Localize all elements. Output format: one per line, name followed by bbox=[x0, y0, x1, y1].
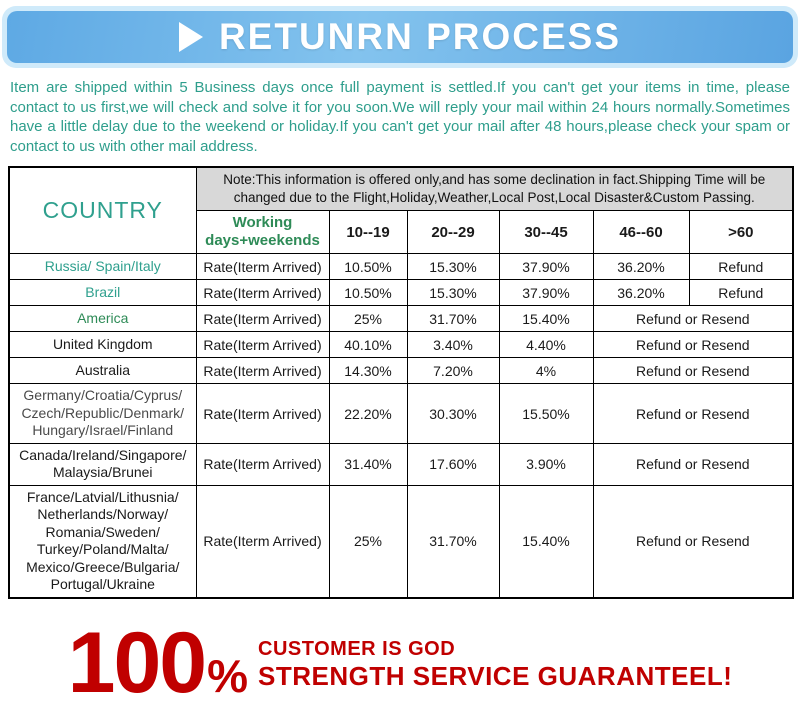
country-name: Brazil bbox=[8, 279, 197, 307]
time-range-header: >60 bbox=[688, 210, 794, 255]
rate-value: 15.40% bbox=[498, 484, 594, 599]
rate-value: 17.60% bbox=[406, 442, 500, 486]
rate-value: Refund bbox=[688, 253, 794, 281]
rate-value: Refund or Resend bbox=[592, 331, 794, 359]
table-row: America Rate(Iterm Arrived) 25% 31.70% 15.40… bbox=[8, 305, 794, 333]
rate-value: 37.90% bbox=[498, 253, 594, 281]
country-name: Russia/ Spain/Italy bbox=[8, 253, 197, 281]
rate-value: 30.30% bbox=[406, 383, 500, 444]
guarantee-text: CUSTOMER IS GOD STRENGTH SERVICE GUARANT… bbox=[258, 638, 732, 692]
rate-label: Rate(Iterm Arrived) bbox=[195, 331, 330, 359]
banner-inner: RETUNRN PROCESS bbox=[7, 11, 793, 63]
table-row: Australia Rate(Iterm Arrived) 14.30% 7.20% 4… bbox=[8, 357, 794, 385]
rate-value: 31.70% bbox=[406, 484, 500, 599]
rate-value: Refund or Resend bbox=[592, 305, 794, 333]
rate-label: Rate(Iterm Arrived) bbox=[195, 279, 330, 307]
rate-value: 3.40% bbox=[406, 331, 500, 359]
rate-value: 15.40% bbox=[498, 305, 594, 333]
table-row: Canada/Ireland/Singapore/ Malaysia/Brune… bbox=[8, 442, 794, 486]
rate-value: 36.20% bbox=[592, 279, 690, 307]
rate-value: Refund bbox=[688, 279, 794, 307]
rate-value: 10.50% bbox=[328, 253, 408, 281]
rate-value: 4% bbox=[498, 357, 594, 385]
rate-value: Refund or Resend bbox=[592, 383, 794, 444]
rate-value: 10.50% bbox=[328, 279, 408, 307]
rate-label: Rate(Iterm Arrived) bbox=[195, 357, 330, 385]
table-header-row-times: Working days+weekends 10--19 20--29 30--45… bbox=[9, 210, 794, 255]
rate-value: Refund or Resend bbox=[592, 357, 794, 385]
rate-value: 15.50% bbox=[498, 383, 594, 444]
customer-is-god-text: CUSTOMER IS GOD bbox=[258, 637, 456, 660]
country-name: France/Latvial/Lithusnia/ Netherlands/No… bbox=[8, 484, 197, 599]
page-title: RETUNRN PROCESS bbox=[218, 16, 622, 57]
play-icon bbox=[178, 22, 203, 52]
strength-service-text: STRENGTH SERVICE GUARANTEEL! bbox=[258, 660, 733, 691]
guarantee-banner: 100 % CUSTOMER IS GOD STRENGTH SERVICE G… bbox=[0, 614, 800, 711]
country-name: Canada/Ireland/Singapore/ Malaysia/Brune… bbox=[8, 442, 197, 486]
rate-value: 36.20% bbox=[592, 253, 690, 281]
working-days-header: Working days+weekends bbox=[195, 210, 330, 255]
rate-value: 25% bbox=[328, 484, 408, 599]
hundred-number: 100 bbox=[67, 614, 207, 711]
table-row: Brazil Rate(Iterm Arrived) 10.50% 15.30% 37.… bbox=[8, 279, 794, 307]
shipping-intro-text: Item are shipped within 5 Business days … bbox=[10, 79, 790, 155]
rate-value: Refund or Resend bbox=[592, 442, 794, 486]
time-range-header: 46--60 bbox=[592, 210, 690, 255]
table-row: Russia/ Spain/Italy Rate(Iterm Arrived) 10… bbox=[8, 253, 794, 281]
banner: RETUNRN PROCESS bbox=[2, 6, 798, 68]
time-range-header: 10--19 bbox=[328, 210, 408, 255]
table-row: France/Latvial/Lithusnia/ Netherlands/No… bbox=[8, 484, 794, 599]
rate-label: Rate(Iterm Arrived) bbox=[195, 484, 330, 599]
rate-value: 22.20% bbox=[328, 383, 408, 444]
country-name: United Kingdom bbox=[8, 331, 197, 359]
time-range-header: 20--29 bbox=[406, 210, 500, 255]
country-name: America bbox=[8, 305, 197, 333]
rate-value: 4.40% bbox=[498, 331, 594, 359]
percent-sign: % bbox=[207, 649, 249, 702]
rate-value: 31.40% bbox=[328, 442, 408, 486]
rate-label: Rate(Iterm Arrived) bbox=[195, 253, 330, 281]
rate-value: 15.30% bbox=[406, 279, 500, 307]
table-row: Germany/Croatia/Cyprus/ Czech/Republic/D… bbox=[8, 383, 794, 444]
country-name: Australia bbox=[8, 357, 197, 385]
rate-value: 7.20% bbox=[406, 357, 500, 385]
rate-label: Rate(Iterm Arrived) bbox=[195, 383, 330, 444]
rate-value: 40.10% bbox=[328, 331, 408, 359]
country-column-header: COUNTRY bbox=[8, 166, 197, 255]
rate-value: Refund or Resend bbox=[592, 484, 794, 599]
rate-label: Rate(Iterm Arrived) bbox=[195, 305, 330, 333]
time-range-header: 30--45 bbox=[498, 210, 594, 255]
rate-value: 25% bbox=[328, 305, 408, 333]
rate-value: 37.90% bbox=[498, 279, 594, 307]
table-header-row-note: COUNTRY Note:This information is offered… bbox=[8, 166, 794, 255]
return-rate-table: COUNTRY Note:This information is offered… bbox=[8, 166, 795, 599]
rate-value: 3.90% bbox=[498, 442, 594, 486]
table-note: Note:This information is offered only,an… bbox=[195, 166, 794, 212]
country-name: Germany/Croatia/Cyprus/ Czech/Republic/D… bbox=[8, 383, 197, 444]
rate-value: 14.30% bbox=[328, 357, 408, 385]
rate-value: 15.30% bbox=[406, 253, 500, 281]
rate-label: Rate(Iterm Arrived) bbox=[195, 442, 330, 486]
table-row: United Kingdom Rate(Iterm Arrived) 40.10% 3… bbox=[8, 331, 794, 359]
rate-value: 31.70% bbox=[406, 305, 500, 333]
